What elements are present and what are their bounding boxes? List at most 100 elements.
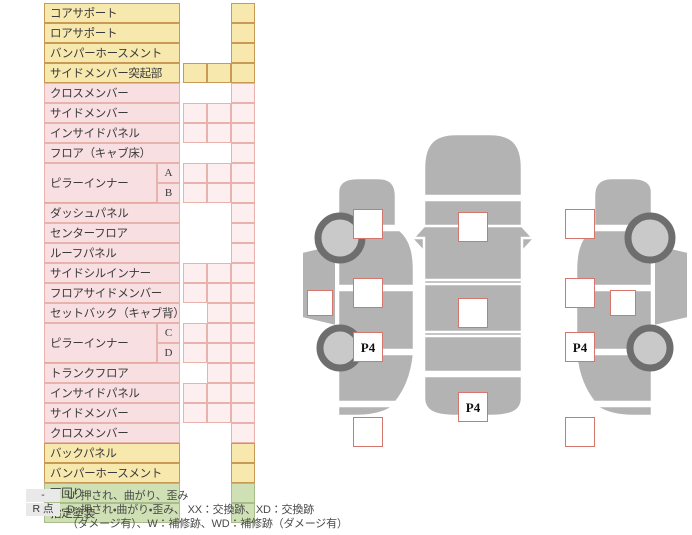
part-name-cell: フロア（キャブ床） (44, 143, 180, 163)
damage-grid-cell-empty (183, 443, 207, 463)
part-name-cell: サイドメンバー (44, 403, 180, 423)
damage-grid-cell-empty (183, 143, 207, 163)
part-name-cell: ピラーインナー (44, 323, 157, 363)
damage-grid-cell (207, 123, 231, 143)
part-name-cell: インサイドパネル (44, 383, 180, 403)
damage-grid-cell (207, 63, 231, 83)
damage-grid-cell (183, 383, 207, 403)
part-name-cell: ロアサポート (44, 23, 180, 43)
damage-grid-cell (207, 283, 231, 303)
damage-grid-cell (231, 183, 255, 203)
damage-grid-cell (207, 343, 231, 363)
damage-grid-cell (231, 463, 255, 483)
damage-grid-cell-empty (207, 83, 231, 103)
damage-grid-cell-empty (207, 463, 231, 483)
damage-grid-cell (207, 163, 231, 183)
damage-grid-cell-empty (183, 23, 207, 43)
table-row: バンパーホースメント (44, 43, 259, 63)
table-row: コアサポート (44, 3, 259, 23)
legend-text-2: D: 押され・曲がり・歪み、 XX：交換跡、XD：交換跡 (67, 504, 314, 516)
damage-grid-cell (231, 403, 255, 423)
roof-top-view-body (410, 132, 536, 418)
damage-mark-roof-front (458, 212, 488, 242)
damage-grid-cell-empty (207, 23, 231, 43)
legend-key-dash: - (26, 489, 60, 502)
damage-grid-cell (231, 143, 255, 163)
table-row: ロアサポート (44, 23, 259, 43)
damage-grid-cell (231, 203, 255, 223)
damage-mark-left-rear-quarter (353, 417, 383, 447)
damage-grid-cell (207, 303, 231, 323)
damage-grid-cell-empty (207, 3, 231, 23)
legend-key-r-point: R 点 (26, 503, 60, 516)
damage-grid-cell (231, 43, 255, 63)
damage-mark-right-front-fender (565, 209, 595, 239)
damage-grid-cell-empty (183, 223, 207, 243)
part-name-cell: バンパーホースメント (44, 43, 180, 63)
damage-grid-cell-empty (207, 423, 231, 443)
structure-table: コアサポート ロアサポート バンパーホースメント サイドメンバー突起部 クロスメンバーサ… (44, 3, 259, 523)
damage-grid-cell (183, 323, 207, 343)
damage-grid-cell-empty (183, 83, 207, 103)
damage-grid-cell (231, 263, 255, 283)
part-name-cell: クロスメンバー (44, 423, 180, 443)
damage-mark-right-rear-door: P4 (565, 332, 595, 362)
damage-mark-left-mirror (307, 290, 333, 316)
part-name-cell: バンパーホースメント (44, 463, 180, 483)
table-row: 指定塗装 (44, 503, 259, 523)
damage-grid-cell-empty (207, 143, 231, 163)
part-sub-letter-cell: A (157, 163, 180, 183)
table-row: インサイドパネル (44, 383, 259, 403)
damage-grid-cell-empty (207, 443, 231, 463)
damage-grid-cell (231, 363, 255, 383)
legend-row-1: - U: 押され、曲がり、歪み (26, 489, 386, 503)
part-name-cell: クロスメンバー (44, 83, 180, 103)
damage-grid-cell (231, 303, 255, 323)
damage-grid-cell-empty (207, 203, 231, 223)
damage-grid-cell (231, 383, 255, 403)
damage-grid-cell (207, 383, 231, 403)
damage-grid-cell (231, 63, 255, 83)
part-name-cell: フロアサイドメンバー (44, 283, 180, 303)
damage-grid-cell-empty (183, 463, 207, 483)
damage-grid-cell (231, 243, 255, 263)
table-row: フロアサイドメンバー (44, 283, 259, 303)
damage-grid-cell (207, 363, 231, 383)
damage-grid-cell (231, 3, 255, 23)
part-name-cell: 指定塗装 (44, 503, 180, 523)
table-row: クロスメンバー (44, 83, 259, 103)
damage-grid-cell (183, 343, 207, 363)
damage-grid-cell-empty (183, 303, 207, 323)
legend-row-2: R 点 D: 押され・曲がり・歪み、 XX：交換跡、XD：交換跡 (26, 503, 386, 517)
damage-grid-cell (231, 423, 255, 443)
part-name-cell: サイドシルインナー (44, 263, 180, 283)
table-row: フロア（キャブ床） (44, 143, 259, 163)
damage-mark-right-mirror (610, 290, 636, 316)
table-row: ピラーインナー C (44, 323, 259, 363)
damage-grid-cell (183, 183, 207, 203)
damage-grid-cell (183, 283, 207, 303)
damage-grid-cell (207, 323, 231, 343)
car-damage-diagram: P4 P4 P4 (300, 120, 692, 447)
damage-grid-cell-empty (183, 423, 207, 443)
damage-grid-cell (231, 503, 255, 523)
damage-grid-cell (183, 263, 207, 283)
damage-grid-cell (183, 103, 207, 123)
part-name-cell: センターフロア (44, 223, 180, 243)
part-name-cell: トランクフロア (44, 363, 180, 383)
part-sub-letter-cell: C (157, 323, 180, 343)
damage-grid-cell (231, 23, 255, 43)
right-side-body (574, 176, 689, 418)
part-name-cell: ダッシュパネル (44, 203, 180, 223)
damage-grid-cell (183, 63, 207, 83)
damage-mark-left-front-fender (353, 209, 383, 239)
damage-grid-cell (231, 283, 255, 303)
damage-grid-cell (183, 163, 207, 183)
damage-grid-cell (207, 263, 231, 283)
damage-grid-cell-empty (183, 363, 207, 383)
table-row: サイドメンバー突起部 (44, 63, 259, 83)
damage-grid-cell-empty (207, 43, 231, 63)
damage-grid-cell-empty (183, 3, 207, 23)
damage-mark-right-front-door (565, 278, 595, 308)
car-diagram-svg (301, 132, 689, 418)
